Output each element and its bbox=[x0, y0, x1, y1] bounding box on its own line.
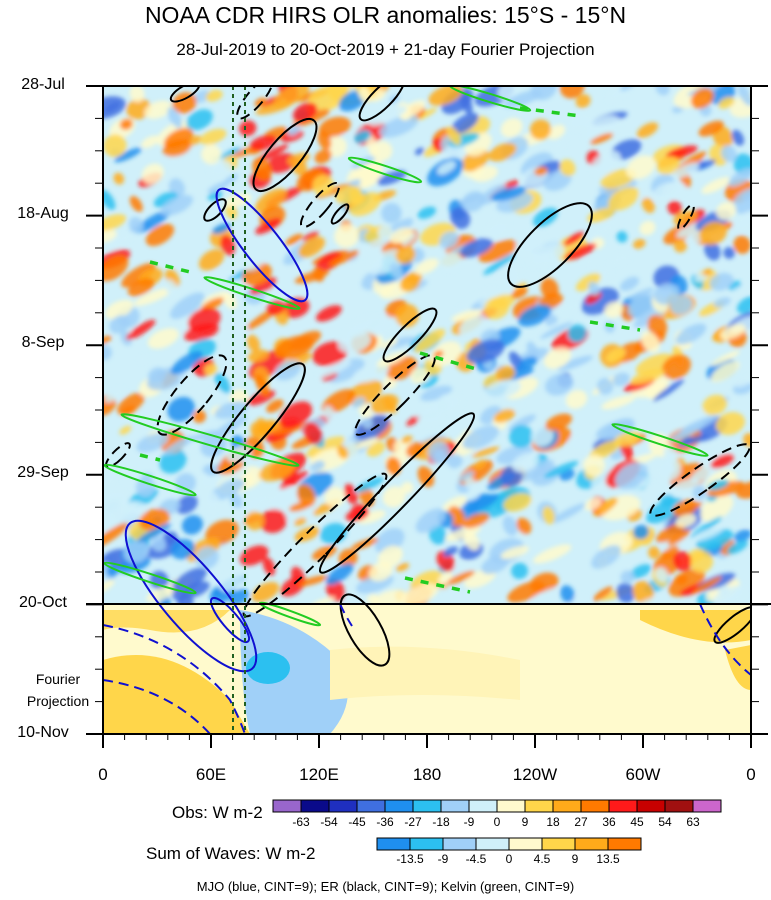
y-tick-label: 8-Sep bbox=[21, 334, 65, 351]
colorbar-tick-label: -63 bbox=[292, 815, 310, 829]
y-tick-label: 29-Sep bbox=[17, 464, 69, 481]
colorbar-tick-label: 0 bbox=[493, 815, 501, 829]
colorbar-tick-label: -9 bbox=[437, 852, 449, 866]
fourier-label-line2: Projection bbox=[26, 693, 90, 709]
reference-lines bbox=[232, 86, 246, 734]
colorbar-tick-label: 36 bbox=[602, 815, 616, 829]
colorbar-swatch bbox=[692, 799, 722, 813]
colorbar-tick-label: 18 bbox=[546, 815, 560, 829]
x-tick-label: 60W bbox=[625, 765, 661, 784]
projection-field bbox=[103, 604, 751, 734]
colorbar-tick-label: 27 bbox=[574, 815, 588, 829]
waves-colorbar-title: Sum of Waves: W m-2 bbox=[146, 844, 316, 863]
colorbar-swatch bbox=[475, 837, 510, 851]
colorbar-tick-label: 0 bbox=[505, 852, 513, 866]
colorbar-swatch bbox=[607, 837, 642, 851]
colorbar-swatch bbox=[409, 837, 444, 851]
colorbar-tick-label: 9 bbox=[571, 852, 579, 866]
colorbar-tick-label: 9 bbox=[521, 815, 529, 829]
colorbar-tick-label: -54 bbox=[320, 815, 338, 829]
y-tick-label: 10-Nov bbox=[17, 724, 69, 741]
colorbar-tick-label: 45 bbox=[630, 815, 644, 829]
colorbar-swatch bbox=[541, 837, 576, 851]
x-tick-label: 0 bbox=[746, 765, 756, 784]
y-tick-label: 20-Oct bbox=[18, 594, 67, 611]
fourier-projection-label: Fourier Projection bbox=[18, 668, 98, 712]
fourier-label-line1: Fourier bbox=[35, 671, 81, 687]
colorbar-tick-label: 54 bbox=[658, 815, 672, 829]
colorbar-tick-label: -36 bbox=[376, 815, 394, 829]
x-tick-label: 60E bbox=[195, 765, 227, 784]
colorbar-tick-label: -4.5 bbox=[465, 852, 487, 866]
colorbar-tick-label: -45 bbox=[348, 815, 366, 829]
x-tick-label: 120W bbox=[512, 765, 558, 784]
legend-footer: MJO (blue, CINT=9); ER (black, CINT=9); … bbox=[196, 879, 575, 894]
x-tick-label: 120E bbox=[299, 765, 339, 784]
chart-title: NOAA CDR HIRS OLR anomalies: 15°S - 15°N bbox=[144, 2, 627, 28]
colorbar-tick-label: 13.5 bbox=[596, 852, 620, 866]
colorbar-tick-label: -9 bbox=[463, 815, 475, 829]
chart-subtitle: 28-Jul-2019 to 20-Oct-2019 + 21-day Four… bbox=[176, 40, 595, 59]
colorbar-tick-label: -13.5 bbox=[396, 852, 424, 866]
y-tick-label: 28-Jul bbox=[21, 76, 65, 93]
colorbar-tick-label: -27 bbox=[404, 815, 422, 829]
colorbar-tick-label: 4.5 bbox=[533, 852, 551, 866]
wave-contours bbox=[103, 86, 751, 734]
colorbar-tick-label: -18 bbox=[432, 815, 450, 829]
colorbar-tick-label: 63 bbox=[686, 815, 700, 829]
colorbar-swatch bbox=[376, 837, 411, 851]
obs-colorbar-title: Obs: W m-2 bbox=[172, 803, 263, 822]
obs-anomaly-field bbox=[103, 86, 751, 604]
colorbar-swatch bbox=[508, 837, 543, 851]
colorbar-swatch bbox=[574, 837, 609, 851]
x-tick-label: 0 bbox=[98, 765, 108, 784]
y-tick-label: 18-Aug bbox=[17, 205, 69, 222]
colorbar-swatch bbox=[442, 837, 477, 851]
x-tick-label: 180 bbox=[412, 765, 442, 784]
